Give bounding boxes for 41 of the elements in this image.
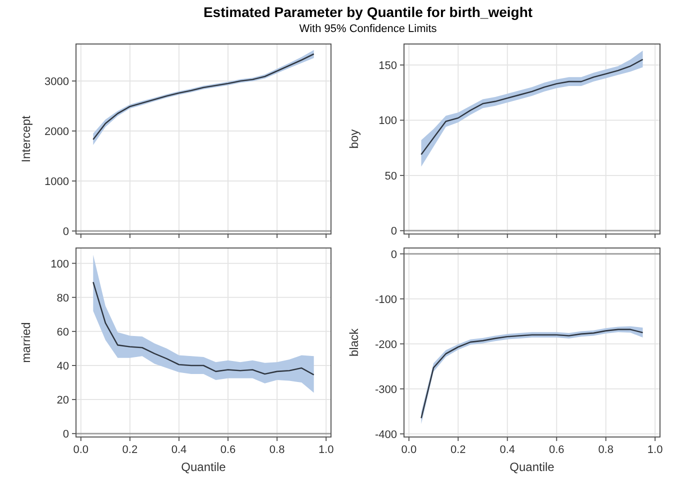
y-tick-label: 150 — [378, 60, 397, 72]
text: With 95% Confidence Limits — [299, 23, 438, 35]
x-axis-title: Quantile — [510, 460, 555, 474]
y-tick-label: 100 — [378, 115, 397, 128]
x-tick-label: 0.8 — [598, 444, 614, 456]
x-axis-title: Quantile — [181, 460, 226, 474]
text: Estimated Parameter by Quantile for birth_weight — [203, 4, 533, 20]
y-tick-label: 3000 — [44, 76, 69, 88]
y-axis-title: black — [347, 327, 361, 357]
y-tick-label: 60 — [56, 326, 69, 338]
y-tick-label: -100 — [374, 294, 397, 306]
y-tick-label: 0 — [62, 226, 69, 238]
x-tick-label: 1.0 — [318, 444, 334, 456]
y-tick-label: 40 — [56, 360, 69, 372]
x-tick-label: 0.0 — [401, 444, 417, 456]
x-tick-label: 0.6 — [548, 444, 564, 456]
y-tick-label: 80 — [56, 292, 69, 304]
x-tick-label: 0.4 — [500, 444, 516, 456]
y-tick-label: 2000 — [44, 126, 69, 138]
y-axis-title: married — [19, 322, 33, 363]
y-tick-label: 1000 — [44, 176, 69, 188]
x-tick-label: 0.4 — [171, 444, 187, 456]
y-tick-label: 0 — [62, 428, 69, 441]
x-tick-label: 1.0 — [647, 444, 663, 456]
x-tick-label: 0.8 — [269, 444, 285, 456]
y-tick-label: 100 — [50, 258, 69, 270]
y-tick-label: -200 — [374, 338, 397, 351]
line-series — [92, 281, 314, 376]
y-tick-label: -400 — [374, 428, 397, 441]
x-tick-label: 0.2 — [122, 444, 138, 456]
line-series — [420, 58, 644, 156]
x-tick-label: 0.2 — [450, 444, 466, 456]
y-tick-label: 50 — [384, 170, 397, 182]
y-tick-label: 20 — [56, 394, 69, 407]
y-tick-label: 0 — [390, 248, 397, 261]
y-tick-label: -300 — [374, 384, 397, 396]
x-tick-label: 0.0 — [73, 444, 89, 456]
y-axis-title: boy — [347, 129, 361, 149]
y-tick-label: 0 — [390, 226, 397, 238]
x-tick-label: 0.6 — [220, 444, 236, 456]
y-axis-title: Intercept — [19, 114, 33, 162]
